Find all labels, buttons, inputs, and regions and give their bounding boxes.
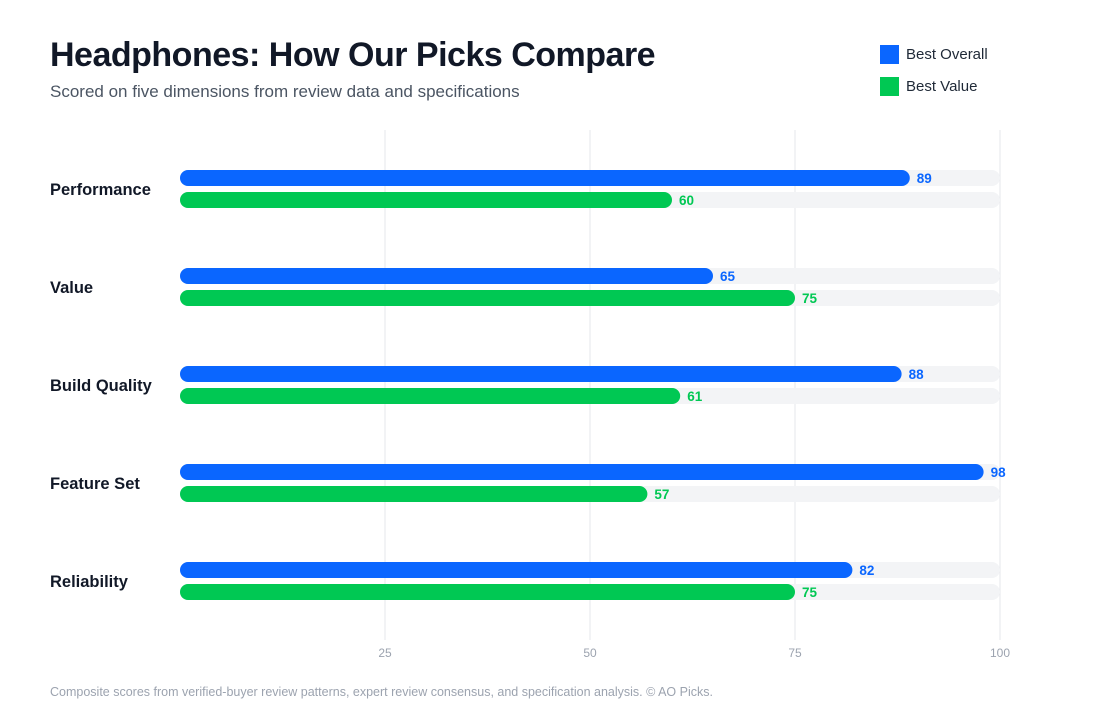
data-label: 75 <box>802 585 818 600</box>
bar-best-overall <box>180 170 910 186</box>
category-label: Performance <box>50 181 151 199</box>
bar-best-overall <box>180 366 902 382</box>
bar-best-value <box>180 290 795 306</box>
chart-footer-note: Composite scores from verified-buyer rev… <box>50 685 713 699</box>
legend-label: Best Overall <box>906 45 988 63</box>
data-label: 82 <box>859 563 874 578</box>
bar-best-value <box>180 192 672 208</box>
category-label: Build Quality <box>50 377 153 395</box>
bar-best-overall <box>180 268 713 284</box>
data-label: 88 <box>909 367 925 382</box>
category-label: Reliability <box>50 573 129 591</box>
x-tick-label: 25 <box>378 646 392 660</box>
bar-best-value <box>180 584 795 600</box>
category-label: Feature Set <box>50 475 140 493</box>
bar-best-value <box>180 388 681 404</box>
data-label: 65 <box>720 269 736 284</box>
bar-best-overall <box>180 562 853 578</box>
x-tick-label: 75 <box>788 646 802 660</box>
data-label: 57 <box>654 487 669 502</box>
legend-item-best-value: Best Value <box>880 76 988 96</box>
data-label: 89 <box>917 171 932 186</box>
data-label: 75 <box>802 291 818 306</box>
bar-best-value <box>180 486 648 502</box>
chart-subtitle: Scored on five dimensions from review da… <box>50 82 520 101</box>
category-label: Value <box>50 279 93 297</box>
x-tick-label: 100 <box>990 646 1010 660</box>
legend-swatch-best-value <box>880 76 899 96</box>
x-tick-label: 50 <box>583 646 597 660</box>
data-label: 60 <box>679 193 694 208</box>
legend-item-best-overall: Best Overall <box>880 44 988 64</box>
legend: Best Overall Best Value <box>880 44 988 108</box>
legend-swatch-best-overall <box>880 44 899 64</box>
legend-label: Best Value <box>906 77 978 95</box>
data-label: 98 <box>991 465 1007 480</box>
chart-title: Headphones: How Our Picks Compare <box>50 36 656 74</box>
data-label: 61 <box>687 389 703 404</box>
bar-best-overall <box>180 464 984 480</box>
